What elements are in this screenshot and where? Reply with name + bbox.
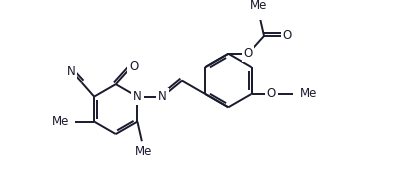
Text: Me: Me [135,145,152,158]
Text: Me: Me [250,0,267,12]
Text: N: N [133,90,142,103]
Text: O: O [283,29,292,43]
Text: N: N [67,65,75,78]
Text: O: O [129,60,138,73]
Text: O: O [267,87,276,100]
Text: N: N [158,90,167,103]
Text: Me: Me [300,87,317,100]
Text: O: O [243,47,253,60]
Text: Me: Me [52,115,69,128]
